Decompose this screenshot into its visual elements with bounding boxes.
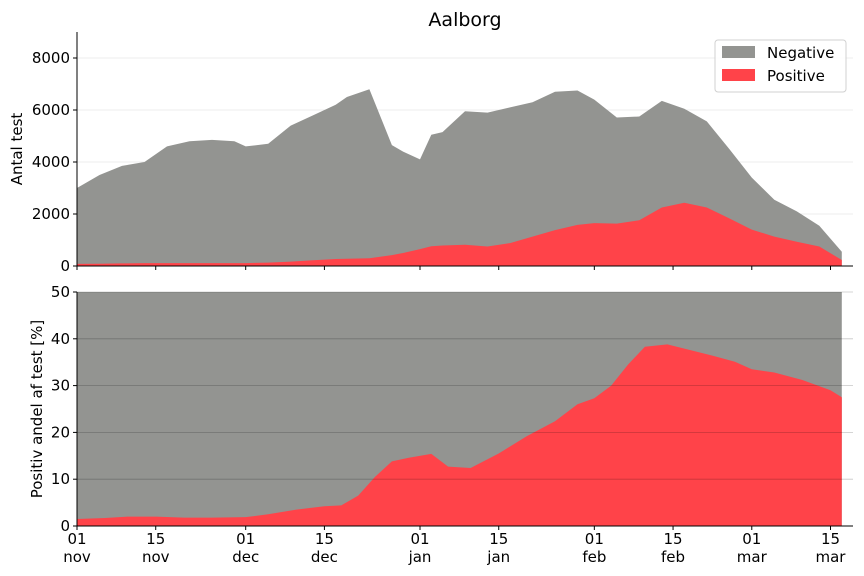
- x-tick-label-day: 01: [236, 530, 255, 548]
- bottom-y-tick-label: 40: [51, 330, 70, 348]
- legend-swatch-positive: [722, 69, 755, 81]
- bottom-y-tick-label: 50: [51, 283, 70, 301]
- bottom-y-tick-label: 20: [51, 423, 70, 441]
- x-tick-label-day: 01: [585, 530, 604, 548]
- bottom-y-tick-label: 10: [51, 470, 70, 488]
- x-tick-label-month: nov: [63, 548, 91, 566]
- x-tick-label-day: 15: [315, 530, 334, 548]
- x-tick-label-day: 15: [821, 530, 840, 548]
- legend-label-positive: Positive: [767, 67, 825, 85]
- top-y-axis-label: Antal test: [8, 113, 26, 186]
- legend-swatch-negative: [722, 46, 755, 58]
- legend-label-negative: Negative: [767, 44, 834, 62]
- top-y-tick-label: 4000: [32, 153, 70, 171]
- x-tick-label-day: 15: [489, 530, 508, 548]
- x-tick-label-month: jan: [486, 548, 510, 566]
- x-tick-label-month: mar: [816, 548, 847, 566]
- x-tick-label-day: 01: [410, 530, 429, 548]
- x-tick-label-day: 15: [664, 530, 683, 548]
- legend: Negative Positive: [714, 39, 847, 93]
- top-panel: 0 2000 4000 6000 8000: [32, 32, 853, 275]
- positive-area: [77, 202, 842, 266]
- chart-title: Aalborg: [428, 9, 501, 31]
- top-y-tick-label: 6000: [32, 101, 70, 119]
- x-tick-label-month: jan: [408, 548, 432, 566]
- positive-share-area: [77, 344, 842, 526]
- x-tick-label-month: dec: [311, 548, 338, 566]
- x-tick-label-month: feb: [582, 548, 606, 566]
- x-tick-label-day: 15: [146, 530, 165, 548]
- x-tick-label-day: 01: [67, 530, 86, 548]
- x-tick-label-month: dec: [232, 548, 259, 566]
- x-tick-label-month: feb: [661, 548, 685, 566]
- x-tick-label-month: mar: [737, 548, 768, 566]
- bottom-y-tick-label: 30: [51, 377, 70, 395]
- top-y-tick-label: 2000: [32, 205, 70, 223]
- bottom-y-axis-label: Positiv andel af test [%]: [28, 320, 46, 499]
- bottom-y-tick-label: 0: [60, 517, 70, 535]
- x-tick-label-month: nov: [142, 548, 170, 566]
- bottom-panel: 0102030405001nov15nov01dec15dec01jan15ja…: [51, 283, 853, 566]
- x-tick-label-day: 01: [742, 530, 761, 548]
- top-y-tick-label: 8000: [32, 49, 70, 67]
- top-y-tick-label: 0: [60, 257, 70, 275]
